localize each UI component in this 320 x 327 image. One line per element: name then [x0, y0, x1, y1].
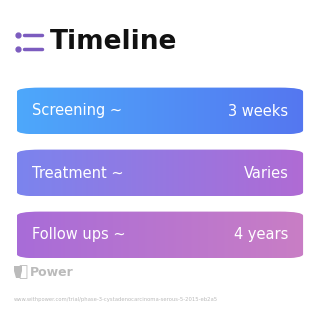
Text: Varies: Varies: [244, 165, 289, 181]
Text: Power: Power: [30, 266, 74, 279]
Polygon shape: [14, 266, 22, 278]
FancyBboxPatch shape: [17, 88, 303, 134]
Text: 4 years: 4 years: [234, 228, 289, 243]
FancyBboxPatch shape: [17, 149, 303, 197]
FancyBboxPatch shape: [17, 212, 303, 258]
Text: 3 weeks: 3 weeks: [228, 104, 289, 118]
Text: Screening ~: Screening ~: [31, 104, 122, 118]
Text: Follow ups ~: Follow ups ~: [31, 228, 125, 243]
Text: Treatment ~: Treatment ~: [31, 165, 123, 181]
Text: Timeline: Timeline: [50, 29, 177, 55]
Text: ␧: ␧: [18, 265, 27, 280]
Text: www.withpower.com/trial/phase-3-cystadenocarcinoma-serous-5-2015-eb2a5: www.withpower.com/trial/phase-3-cystaden…: [14, 297, 218, 301]
